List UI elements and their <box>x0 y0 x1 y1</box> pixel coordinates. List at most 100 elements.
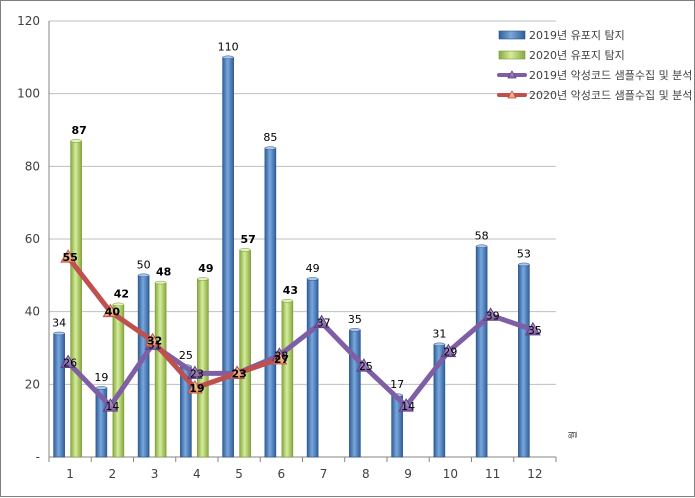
gridlines <box>49 20 556 385</box>
bar-label-1-9: 17 <box>390 378 404 391</box>
x-tick-label-11: 11 <box>485 467 500 481</box>
bar-cap-1-1 <box>53 331 65 336</box>
x-tick-label-9: 9 <box>404 467 412 481</box>
line-marker-2-3 <box>144 332 161 347</box>
line-marker-1-10 <box>440 343 457 358</box>
legend-marker-4 <box>507 90 517 99</box>
line-label-1-3: 31 <box>148 338 162 351</box>
bar-label-1-1: 34 <box>52 316 66 329</box>
bar-1-7 <box>306 278 319 458</box>
bar-1-6 <box>264 147 277 458</box>
line-label-1-4: 23 <box>190 367 204 380</box>
y-tick-label-0: - <box>36 450 40 464</box>
line-label-1-7: 37 <box>317 317 331 330</box>
line-marker-1-12 <box>525 321 541 336</box>
line-label-2-6: 27 <box>274 353 289 366</box>
bars <box>53 55 530 458</box>
bar-label-2-6: 43 <box>283 284 298 297</box>
line-label-1-5: 23 <box>232 367 246 380</box>
bar-label-1-4: 25 <box>179 349 193 362</box>
line-2 <box>65 254 282 391</box>
bar-cap-2-1 <box>70 139 82 143</box>
x-tick-label-7: 7 <box>320 467 328 481</box>
legend: 2019년 유포지 탐지 2020년 유포지 탐지 2019년 악성코드 샘플수집 … <box>497 29 692 102</box>
bar-2-2 <box>112 304 125 458</box>
bar-cap-2-5 <box>239 248 251 252</box>
line-marker-1-7 <box>313 314 330 329</box>
bar-cap-2-3 <box>154 280 167 285</box>
line-label-2-4: 19 <box>189 382 204 395</box>
line-marker-2-1 <box>60 249 76 263</box>
line-marker-1-9 <box>398 398 414 412</box>
x-tick-label-2: 2 <box>109 467 117 481</box>
line-marker-2-2 <box>102 303 119 318</box>
bar-label-1-8: 35 <box>348 313 362 326</box>
bar-cap-2-2 <box>112 302 125 307</box>
bar-cap-1-8 <box>349 328 361 332</box>
bar-cap-1-3 <box>137 273 150 278</box>
x-tick-label-3: 3 <box>151 467 159 481</box>
bar-label-1-7: 49 <box>306 262 320 275</box>
bar-1-5 <box>222 57 234 458</box>
y-tick-label-20: 20 <box>25 377 40 391</box>
bar-cap-1-7 <box>306 277 319 281</box>
bar-label-2-1: 87 <box>71 124 86 137</box>
bar-label-1-3: 50 <box>137 258 151 271</box>
bar-label-2-3: 48 <box>156 266 171 279</box>
axis-side-note: 월 <box>567 431 579 439</box>
line-marker-2-5 <box>229 365 245 379</box>
line-marker-1-11 <box>482 307 499 321</box>
bar-cap-1-12 <box>518 262 530 267</box>
bar-label-1-6: 85 <box>263 131 277 144</box>
y-tick-label-100: 100 <box>17 87 40 101</box>
legend-marker-3 <box>507 70 517 79</box>
line-label-1-8: 25 <box>359 360 373 373</box>
bar-cap-1-6 <box>264 146 277 150</box>
legend-label-1: 2019년 유포지 탐지 <box>529 29 625 42</box>
lines <box>60 249 541 412</box>
bar-label-1-2: 19 <box>94 371 108 384</box>
bar-2-3 <box>154 282 167 458</box>
legend-label-4: 2020년 악성코드 샘플수집 및 분석 <box>529 89 692 102</box>
line-label-2-1: 55 <box>62 251 77 264</box>
bar-2-5 <box>239 249 251 458</box>
bar-label-2-2: 42 <box>114 287 129 300</box>
line-label-2-2: 40 <box>105 306 121 319</box>
y-tick-label-60: 60 <box>25 232 40 246</box>
bar-label-1-10: 31 <box>432 327 446 340</box>
line-label-1-6: 28 <box>274 349 288 362</box>
line-marker-1-8 <box>356 358 372 372</box>
line-label-1-1: 26 <box>63 357 77 370</box>
line-marker-1-4 <box>187 365 203 379</box>
line-label-1-11: 39 <box>486 309 500 322</box>
x-tick-label-12: 12 <box>527 467 542 481</box>
line-label-2-5: 23 <box>231 367 246 380</box>
bar-label-2-5: 57 <box>240 233 255 246</box>
bar-2-1 <box>70 140 82 458</box>
bar-cap-1-2 <box>95 386 108 390</box>
line-1 <box>65 312 536 409</box>
legend-swatch-2 <box>498 50 526 60</box>
bar-cap-1-11 <box>475 244 488 249</box>
line-label-2-3: 32 <box>147 335 162 348</box>
bar-1-12 <box>518 264 530 458</box>
line-label-1-10: 29 <box>443 346 457 359</box>
line-marker-2-4 <box>187 379 203 394</box>
x-tick-label-8: 8 <box>362 467 370 481</box>
line-label-1-9: 14 <box>401 400 415 413</box>
bar-cap-1-10 <box>433 342 446 347</box>
legend-swatch-1 <box>498 30 526 40</box>
y-tick-label-120: 120 <box>17 14 40 28</box>
x-tick-label-4: 4 <box>193 467 201 481</box>
x-tick-label-10: 10 <box>443 467 458 481</box>
bar-cap-2-4 <box>197 277 209 281</box>
bar-1-11 <box>475 245 488 458</box>
data-labels: 34 19 50 25 110 85 49 35 17 31 58 53 87 42 48 49 57 43 26 1… <box>52 40 542 413</box>
legend-label-3: 2019년 악성코드 샘플수집 및 분석 <box>529 69 692 82</box>
y-tick-label-80: 80 <box>25 159 40 173</box>
y-tick-label-40: 40 <box>25 305 40 319</box>
line-marker-1-1 <box>60 354 76 369</box>
